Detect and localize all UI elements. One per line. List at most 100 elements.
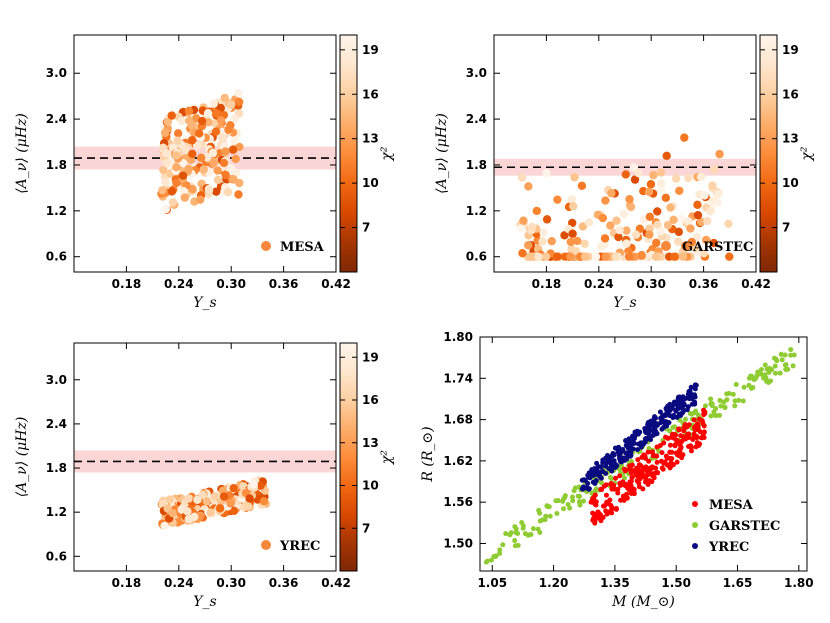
data-point-yrec — [593, 478, 599, 484]
data-point-yrec — [681, 408, 687, 414]
data-point — [161, 204, 171, 214]
y-tick-label: 3.0 — [46, 373, 67, 387]
data-point-yrec — [651, 416, 657, 422]
data-point-mesa — [659, 450, 665, 456]
data-point-mesa — [628, 478, 634, 484]
data-point-garstec — [683, 416, 689, 422]
plot-frame — [73, 34, 337, 273]
data-point — [637, 251, 646, 261]
data-point — [243, 502, 253, 511]
y-axis-label: R (R_⊙) — [420, 426, 436, 482]
data-point — [528, 222, 537, 232]
data-point — [195, 129, 204, 138]
colorbar-tick-label: 10 — [362, 479, 379, 493]
data-point — [168, 198, 178, 207]
data-point — [213, 166, 222, 175]
data-point-mesa — [598, 486, 604, 492]
data-point — [577, 181, 587, 191]
data-point — [560, 231, 569, 240]
data-point-mesa — [688, 448, 694, 454]
y-tick-label: 1.56 — [443, 495, 473, 509]
data-point-garstec — [754, 373, 760, 379]
legend-label-garstec: GARSTEC — [709, 519, 780, 534]
data-point-yrec — [585, 472, 591, 478]
data-point-mesa — [628, 470, 634, 476]
y-tick-label: 0.6 — [46, 549, 67, 563]
data-point — [179, 187, 188, 196]
x-tick-label: 1.65 — [723, 576, 753, 590]
data-point-mesa — [649, 479, 655, 485]
data-point — [578, 222, 588, 231]
data-point-yrec — [581, 477, 587, 483]
data-point-garstec — [755, 369, 761, 375]
data-point — [172, 151, 181, 160]
data-point-yrec — [592, 469, 598, 475]
data-point-mesa — [635, 457, 641, 463]
data-point — [625, 194, 634, 204]
data-point — [662, 151, 671, 161]
data-point — [693, 200, 702, 210]
colorbar-tick-label: 19 — [362, 43, 379, 57]
data-point — [615, 225, 624, 235]
data-point — [630, 175, 640, 184]
data-point — [249, 480, 258, 489]
data-point-mesa — [675, 450, 681, 456]
y-tick-label: 0.6 — [46, 250, 67, 264]
y-tick-label: 1.50 — [443, 536, 473, 550]
data-point-garstec — [488, 557, 494, 563]
data-point-garstec — [618, 463, 624, 469]
plot-frame — [493, 34, 757, 273]
data-point-mesa — [631, 490, 637, 496]
x-tick-label: 0.42 — [321, 576, 351, 590]
data-point-garstec — [708, 396, 714, 402]
data-point-mesa — [660, 466, 666, 472]
data-point — [601, 252, 610, 261]
data-point — [661, 193, 671, 203]
data-point — [634, 168, 643, 178]
data-point — [224, 125, 233, 134]
data-point-garstec — [777, 370, 783, 376]
data-point-mesa — [690, 437, 696, 443]
colorbar-tick-label: 13 — [362, 436, 379, 450]
data-point — [598, 213, 608, 223]
data-point-garstec — [740, 398, 746, 404]
data-point-garstec — [512, 538, 518, 544]
x-tick-label: 0.24 — [164, 277, 194, 291]
x-tick-label: 1.20 — [539, 576, 569, 590]
x-axis-label: M (M_⊙) — [611, 594, 675, 610]
data-point-garstec — [547, 513, 553, 519]
data-point-mesa — [627, 463, 633, 469]
data-point-yrec — [688, 394, 694, 400]
data-point-mesa — [654, 459, 660, 465]
y-axis-label: ⟨A_ν⟩ (μHz) — [14, 113, 30, 194]
data-point-mesa — [667, 449, 673, 455]
data-point-garstec — [608, 476, 614, 482]
data-point — [203, 109, 213, 118]
data-point-mesa — [649, 465, 655, 471]
y-axis-label: ⟨A_ν⟩ (μHz) — [434, 113, 450, 194]
x-tick-label: 0.30 — [636, 277, 666, 291]
legend-marker-garstec — [692, 522, 698, 528]
data-point-garstec — [567, 505, 573, 511]
data-point-mesa — [607, 497, 613, 503]
legend-marker-yrec — [692, 543, 698, 549]
data-point — [670, 252, 679, 261]
data-point — [161, 177, 170, 187]
legend-marker — [261, 241, 271, 251]
data-point-mesa — [636, 480, 642, 486]
data-point — [188, 135, 197, 145]
data-point — [645, 230, 654, 239]
data-point-yrec — [623, 443, 629, 449]
data-point-yrec — [603, 463, 609, 469]
data-point-garstec — [571, 488, 577, 494]
data-point — [162, 158, 171, 168]
data-point-yrec — [598, 464, 604, 470]
data-point-mesa — [665, 435, 671, 441]
data-point — [686, 224, 695, 233]
data-point-mesa — [646, 458, 652, 464]
data-point — [226, 498, 235, 507]
data-point-garstec — [779, 357, 785, 363]
data-point-mesa — [603, 492, 609, 498]
y-tick-label: 3.0 — [46, 66, 67, 80]
data-point-garstec — [546, 504, 552, 510]
